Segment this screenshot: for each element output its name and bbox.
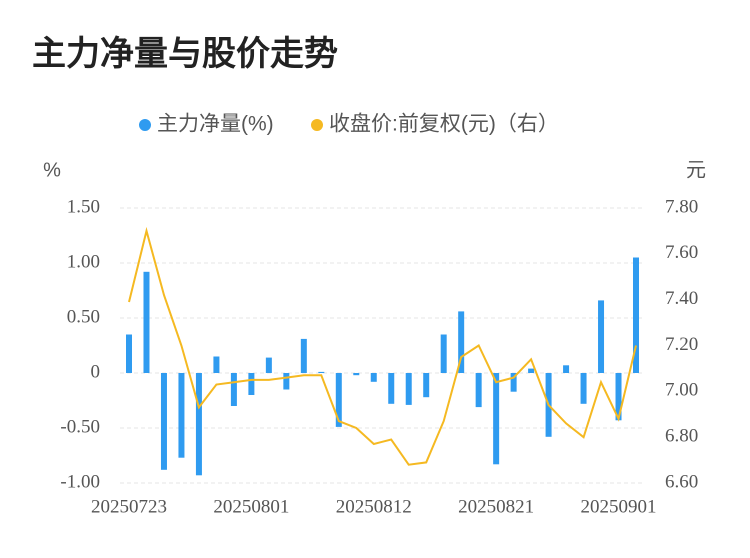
bar xyxy=(248,373,255,395)
bar xyxy=(370,373,377,382)
price-line xyxy=(128,226,637,466)
y2-tick-label: 6.80 xyxy=(665,426,698,447)
x-tick-label: 20250801 xyxy=(213,496,289,517)
bar xyxy=(126,334,132,373)
y-tick-label: 1.00 xyxy=(67,251,100,272)
bar xyxy=(353,373,360,376)
bar xyxy=(633,257,639,373)
bar xyxy=(388,373,395,404)
bar xyxy=(230,373,237,406)
y2-tick-label: 7.20 xyxy=(665,334,698,355)
bar xyxy=(143,271,150,373)
bar xyxy=(423,373,430,398)
y2-tick-label: 7.80 xyxy=(665,196,698,217)
bar xyxy=(178,373,185,458)
legend-label: 主力净量(%) xyxy=(157,113,274,136)
bar xyxy=(265,357,272,373)
bar xyxy=(580,373,587,404)
bar xyxy=(440,334,447,373)
x-tick-label: 20250723 xyxy=(91,496,167,517)
bar xyxy=(213,356,220,373)
bar xyxy=(563,365,570,373)
bar xyxy=(615,373,622,421)
legend-label: 收盘价:前复权(元)（右） xyxy=(329,113,559,136)
y2-tick-label: 7.60 xyxy=(665,242,698,263)
bar xyxy=(195,373,202,476)
bar xyxy=(475,373,482,408)
y-tick-label: -0.50 xyxy=(60,416,100,437)
y-tick-label: 1.50 xyxy=(67,196,100,217)
y-tick-label: 0.50 xyxy=(67,306,100,327)
y-axis-unit: % xyxy=(43,159,61,181)
y-tick-label: -1.00 xyxy=(60,471,100,492)
legend-swatch xyxy=(311,119,323,131)
x-tick-label: 20250812 xyxy=(336,496,412,517)
x-tick-label: 20250821 xyxy=(458,496,534,517)
y-tick-label: 0 xyxy=(91,361,101,382)
y2-tick-label: 7.40 xyxy=(665,288,698,309)
legend-swatch xyxy=(139,119,151,131)
bar xyxy=(160,373,167,470)
bar xyxy=(493,373,500,465)
y2-axis-unit: 元 xyxy=(686,159,706,181)
bar xyxy=(283,373,290,390)
x-tick-label: 20250901 xyxy=(581,496,657,517)
bar xyxy=(318,371,325,373)
bar xyxy=(598,300,605,373)
bar xyxy=(335,373,342,427)
y2-tick-label: 6.60 xyxy=(665,471,698,492)
bar xyxy=(458,311,465,373)
chart-title: 主力净量与股价走势 xyxy=(32,35,338,73)
bar xyxy=(528,368,535,373)
bar xyxy=(405,373,412,405)
y2-tick-label: 7.00 xyxy=(665,380,698,401)
bar xyxy=(300,338,307,373)
bar xyxy=(510,373,517,392)
